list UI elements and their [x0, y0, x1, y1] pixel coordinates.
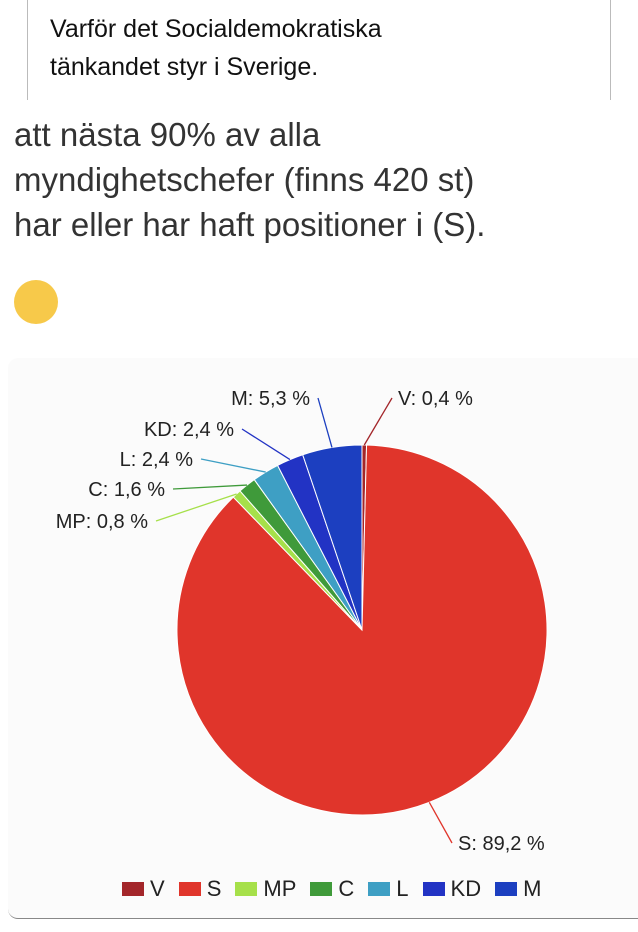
leader-line-KD [241, 428, 291, 461]
legend-swatch [235, 882, 258, 896]
legend-item-S: S [178, 876, 222, 902]
legend-item-MP: MP [235, 876, 296, 902]
legend-swatch [310, 882, 333, 896]
data-label-MP: MP: 0,8 % [56, 511, 148, 533]
chart-legend: V S MP C L KD M [122, 876, 541, 902]
legend-item-C: C [310, 876, 354, 902]
leader-line-C [172, 484, 248, 490]
legend-item-KD: KD [422, 876, 482, 902]
post-heading: att nästa 90% av alla myndighetschefer (… [14, 116, 486, 243]
leader-line-MP [155, 493, 237, 522]
leader-line-L [200, 458, 266, 473]
leader-line-M [317, 397, 333, 448]
quoted-post: Varför det Socialdemokratiska tänkandet … [27, 0, 611, 100]
legend-swatch [122, 882, 144, 896]
legend-label: M [523, 876, 542, 901]
data-label-S: S: 89,2 % [458, 833, 545, 855]
legend-label: L [396, 876, 409, 901]
legend-label: V [150, 876, 165, 901]
quote-line-1: Varför det Socialdemokratiska [50, 15, 382, 43]
legend-swatch [422, 882, 445, 896]
data-label-C: C: 1,6 % [88, 479, 165, 501]
legend-swatch [178, 882, 201, 896]
legend-item-M: M [495, 876, 541, 902]
quote-line-2: tänkandet styr i Sverige. [50, 53, 319, 81]
legend-label: KD [450, 876, 482, 901]
leader-line-V [363, 397, 393, 446]
legend-label: C [338, 876, 355, 901]
legend-label: S [206, 876, 222, 901]
legend-item-L: L [368, 876, 409, 902]
data-label-L: L: 2,4 % [120, 449, 194, 471]
data-label-V: V: 0,4 % [398, 388, 473, 410]
data-label-KD: KD: 2,4 % [144, 419, 234, 441]
data-label-M: M: 5,3 % [231, 388, 310, 410]
flushed-face-emoji-icon [14, 280, 58, 324]
leader-line-S [428, 802, 453, 844]
legend-swatch [495, 882, 518, 896]
legend-label: MP [263, 876, 297, 901]
legend-swatch [368, 882, 391, 896]
legend-item-V: V [122, 876, 165, 902]
